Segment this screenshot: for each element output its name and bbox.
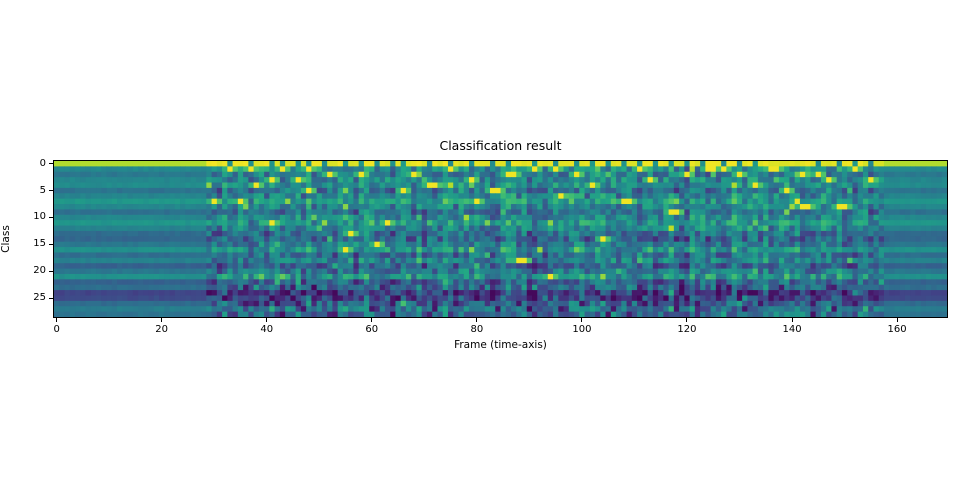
- x-tick-mark: [581, 318, 583, 322]
- x-tick-label: 60: [365, 324, 379, 335]
- x-tick-mark: [791, 318, 793, 322]
- y-tick-mark: [49, 243, 53, 245]
- y-tick-mark: [49, 190, 53, 192]
- y-tick-label: 0: [39, 157, 46, 169]
- y-tick-mark: [49, 270, 53, 272]
- y-tick-label: 20: [33, 265, 46, 277]
- x-tick-mark: [371, 318, 373, 322]
- plot-area: [53, 160, 948, 318]
- x-tick-label: 0: [53, 324, 60, 335]
- x-tick-mark: [56, 318, 58, 322]
- y-tick-mark: [49, 216, 53, 218]
- heatmap-image: [54, 161, 947, 317]
- x-tick-mark: [896, 318, 898, 322]
- chart-title: Classification result: [439, 138, 562, 153]
- x-tick-label: 140: [782, 324, 802, 335]
- x-tick-mark: [161, 318, 163, 322]
- x-tick-label: 40: [260, 324, 274, 335]
- y-tick-mark: [49, 297, 53, 299]
- y-tick-label: 15: [33, 238, 46, 250]
- x-axis-label: Frame (time-axis): [454, 339, 547, 351]
- y-axis-label: Class: [0, 225, 12, 253]
- y-tick-label: 25: [33, 292, 46, 304]
- y-tick-label: 5: [39, 184, 46, 196]
- x-tick-label: 120: [677, 324, 697, 335]
- x-tick-label: 80: [470, 324, 484, 335]
- x-tick-mark: [266, 318, 268, 322]
- y-tick-mark: [49, 163, 53, 165]
- x-tick-label: 160: [887, 324, 907, 335]
- x-tick-label: 100: [572, 324, 592, 335]
- x-tick-label: 20: [155, 324, 169, 335]
- x-tick-mark: [686, 318, 688, 322]
- y-tick-label: 10: [33, 211, 46, 223]
- x-tick-mark: [476, 318, 478, 322]
